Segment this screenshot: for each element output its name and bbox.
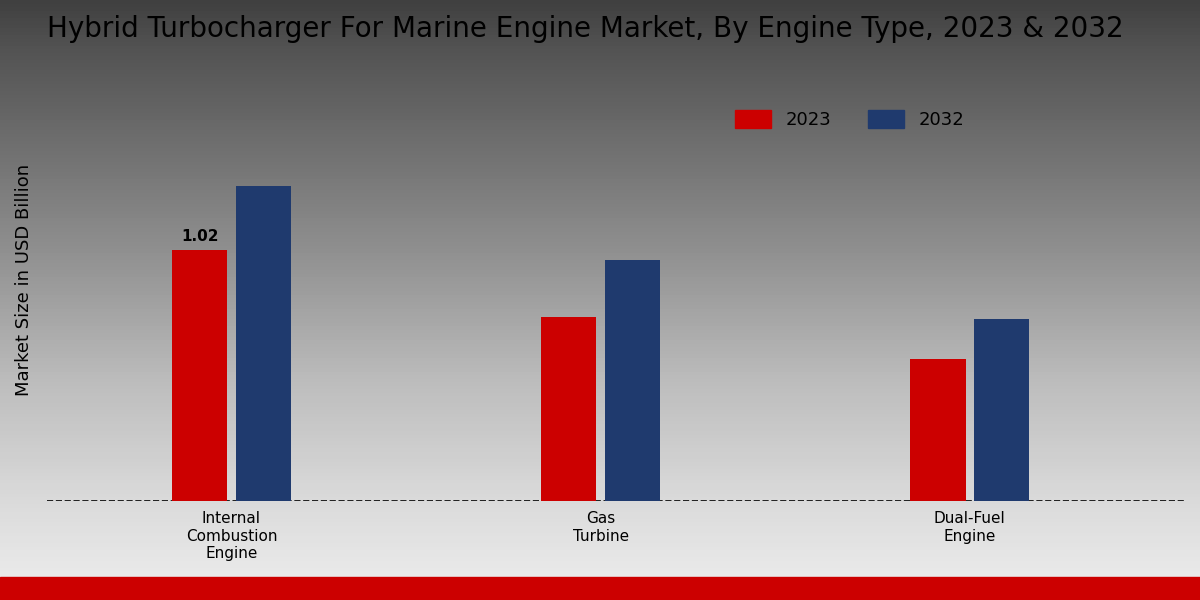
Bar [235, 186, 290, 502]
Legend: 2023, 2032: 2023, 2032 [728, 103, 971, 136]
Text: 1.02: 1.02 [181, 229, 218, 244]
Bar [974, 319, 1030, 502]
Text: Hybrid Turbocharger For Marine Engine Market, By Engine Type, 2023 & 2032: Hybrid Turbocharger For Marine Engine Ma… [47, 15, 1123, 43]
Bar [172, 250, 227, 502]
Bar [605, 260, 660, 502]
Y-axis label: Market Size in USD Billion: Market Size in USD Billion [14, 164, 34, 396]
Bar [541, 317, 596, 502]
Bar [910, 359, 966, 502]
